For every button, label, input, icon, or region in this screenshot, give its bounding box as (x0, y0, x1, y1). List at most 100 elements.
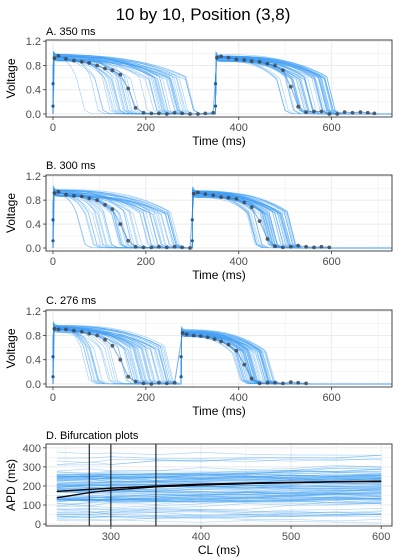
bifurcation-cell-line (56, 489, 382, 495)
upstroke-point (179, 375, 183, 379)
x-tick-label: 600 (322, 256, 340, 268)
y-tick-label: 300 (23, 462, 41, 474)
data-point (273, 244, 277, 249)
data-point (335, 112, 340, 116)
cell-trace (52, 188, 392, 249)
bifurcation-cell-line (56, 496, 382, 500)
bifurcation-cell-line (56, 489, 382, 501)
bifurcation-cell-line (56, 464, 382, 472)
x-tick-label: 200 (137, 256, 155, 268)
cell-trace (52, 322, 392, 385)
cell-trace (52, 52, 392, 115)
bifurcation-cloud (56, 451, 382, 524)
bifurcation-cell-line (56, 508, 382, 515)
cell-trace (52, 189, 392, 249)
bifurcation-cell-line (56, 514, 382, 518)
data-point (257, 219, 262, 224)
data-point (87, 331, 92, 336)
data-point (180, 111, 185, 116)
bifurcation-cell-line (56, 497, 382, 507)
cell-trace (52, 51, 392, 115)
data-point (288, 244, 293, 249)
panel-title: C. 276 ms (46, 295, 97, 307)
x-tick-label: 300 (102, 531, 120, 543)
panel-title: A. 350 ms (46, 26, 96, 38)
bifurcation-cell-line (56, 454, 382, 459)
cell-trace (52, 324, 392, 385)
cell-trace (52, 189, 392, 249)
bifurcation-cell-line (56, 470, 382, 475)
bifurcation-cell-line (56, 485, 382, 493)
y-tick-label: 100 (23, 500, 41, 512)
cell-trace (52, 51, 392, 115)
bifurcation-cell-line (56, 454, 382, 466)
cell-trace (52, 54, 392, 115)
data-point (219, 54, 224, 59)
cell-trace (52, 321, 392, 385)
bifurcation-cell-line (56, 499, 382, 505)
data-point (273, 380, 277, 385)
bifurcation-cell-line (56, 473, 382, 478)
data-point (118, 357, 123, 362)
upstroke-point (51, 82, 55, 86)
cell-trace (52, 53, 392, 115)
cell-trace (52, 321, 392, 385)
bifurcation-cell-line (56, 489, 382, 497)
cell-trace (52, 323, 392, 385)
bifurcation-mean-line (56, 480, 382, 492)
panel-border (45, 39, 393, 118)
data-point (110, 207, 115, 212)
bifurcation-cell-line (56, 477, 382, 483)
data-point (157, 244, 161, 249)
cell-trace (52, 189, 392, 249)
bifurcation-cell-line (56, 471, 382, 476)
data-point (95, 63, 99, 68)
upstroke-point (51, 375, 55, 379)
cell-trace (52, 54, 392, 115)
data-point (234, 197, 239, 201)
bifurcation-cell-line (56, 477, 382, 482)
y-axis-title: APD (ms) (4, 459, 18, 511)
data-point (126, 374, 131, 379)
y-tick-label: 1.2 (26, 171, 41, 183)
bifurcation-cell-line (56, 458, 382, 464)
cell-trace (52, 50, 392, 115)
cell-trace (52, 188, 392, 249)
x-tick-label: 0 (50, 392, 56, 404)
cell-trace (52, 323, 392, 385)
data-point (79, 59, 84, 64)
cell-trace (52, 325, 392, 385)
cell-trace (52, 187, 392, 249)
bifurcation-cell-line (56, 479, 382, 485)
cell-trace (52, 52, 392, 115)
bifurcation-cell-line (56, 457, 382, 466)
data-point (273, 63, 277, 68)
bifurcation-cell-line (56, 485, 382, 490)
cell-trace (52, 54, 392, 115)
x-axis-title: CL (ms) (198, 543, 240, 557)
data-point (327, 245, 332, 250)
cell-trace (52, 53, 392, 115)
data-point (79, 194, 84, 199)
cell-trace (52, 186, 392, 249)
data-point (126, 238, 131, 243)
bifurcation-cell-line (56, 498, 382, 503)
bifurcation-cell-line (56, 502, 382, 514)
panel-title: B. 300 ms (46, 160, 96, 172)
data-point (226, 342, 231, 347)
bifurcation-cell-line (56, 489, 382, 500)
panel-border (45, 309, 393, 388)
data-point (72, 58, 76, 63)
bifurcation-cell-line (56, 484, 382, 490)
bifurcation-cell-line (56, 477, 382, 481)
data-point (281, 381, 285, 386)
bifurcation-cell-line (56, 472, 382, 480)
plot-background (46, 40, 392, 117)
bifurcation-cell-line (56, 475, 382, 480)
cell-trace (52, 187, 392, 249)
cell-trace (52, 187, 392, 249)
data-point (87, 61, 92, 65)
bifurcation-cell-line (56, 474, 382, 482)
cell-trace (52, 324, 392, 385)
